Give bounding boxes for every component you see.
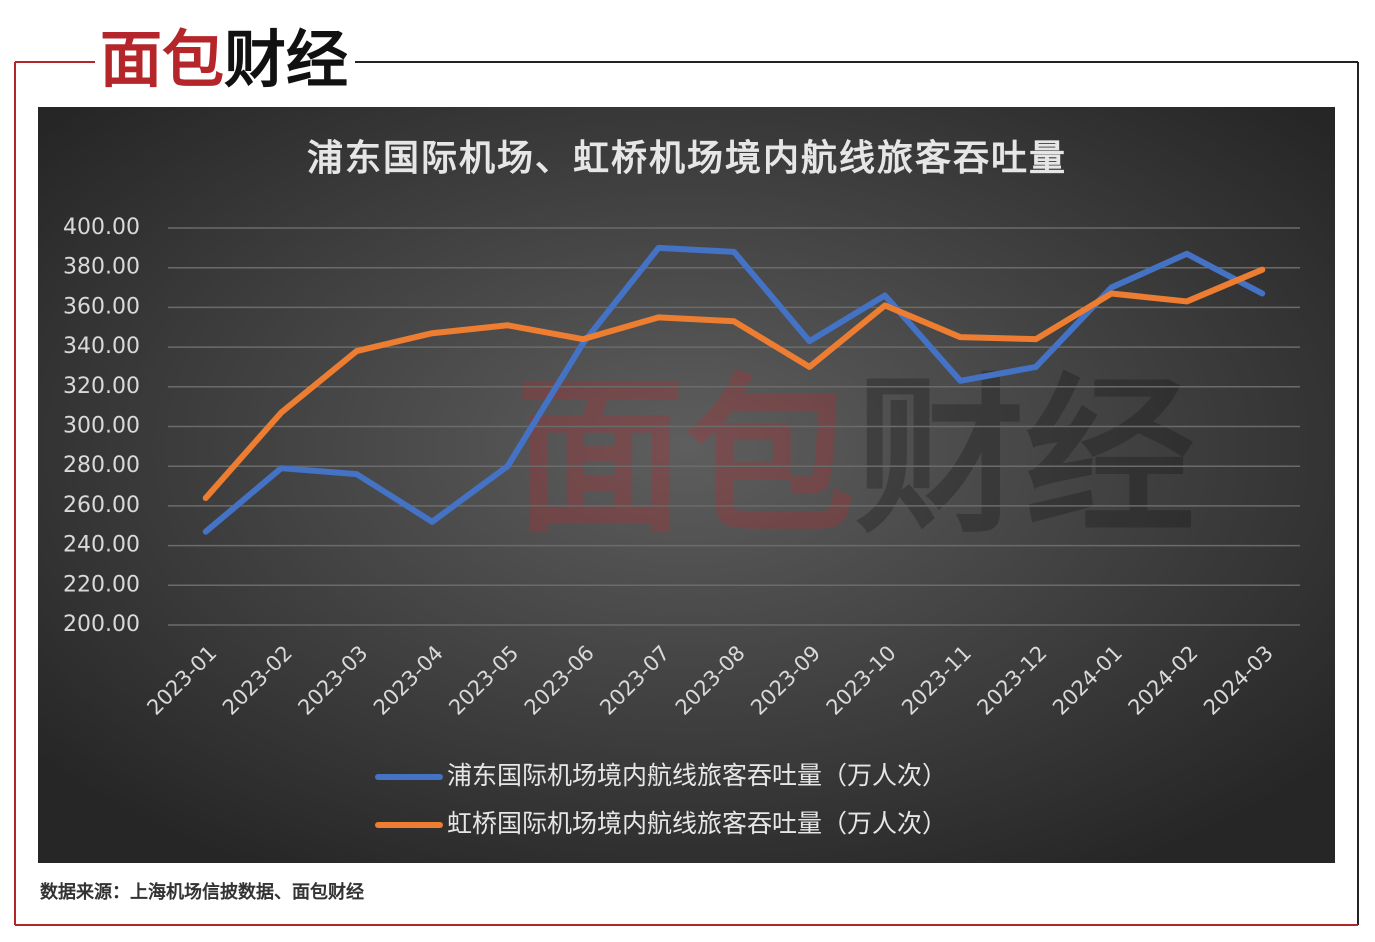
legend-label: 虹桥国际机场境内航线旅客吞吐量（万人次） <box>447 809 947 838</box>
y-tick-label: 400.00 <box>63 215 140 240</box>
y-tick-label: 220.00 <box>63 572 140 597</box>
y-tick-label: 240.00 <box>63 533 140 558</box>
watermark: 面包财经 <box>515 359 1195 557</box>
y-tick-label: 280.00 <box>63 453 140 478</box>
y-tick-label: 360.00 <box>63 294 140 319</box>
watermark-red: 面包 <box>515 359 855 557</box>
source-note: 数据来源：上海机场信披数据、面包财经 <box>40 881 364 903</box>
chart-title: 浦东国际机场、虹桥机场境内航线旅客吞吐量 <box>307 137 1067 179</box>
y-tick-label: 380.00 <box>63 255 140 280</box>
series-line <box>202 266 1266 501</box>
y-tick-label: 260.00 <box>63 493 140 518</box>
legend-label: 浦东国际机场境内航线旅客吞吐量（万人次） <box>447 761 947 790</box>
y-tick-label: 340.00 <box>63 334 140 359</box>
y-tick-label: 320.00 <box>63 374 140 399</box>
watermark-black: 财经 <box>855 359 1195 557</box>
y-tick-label: 200.00 <box>63 612 140 637</box>
plot-background <box>38 107 1335 863</box>
logo: 面包财经 <box>100 23 348 96</box>
series-line <box>202 244 1266 535</box>
logo-red: 面包 <box>100 23 224 96</box>
y-tick-label: 300.00 <box>63 414 140 439</box>
logo-black: 财经 <box>224 23 348 96</box>
